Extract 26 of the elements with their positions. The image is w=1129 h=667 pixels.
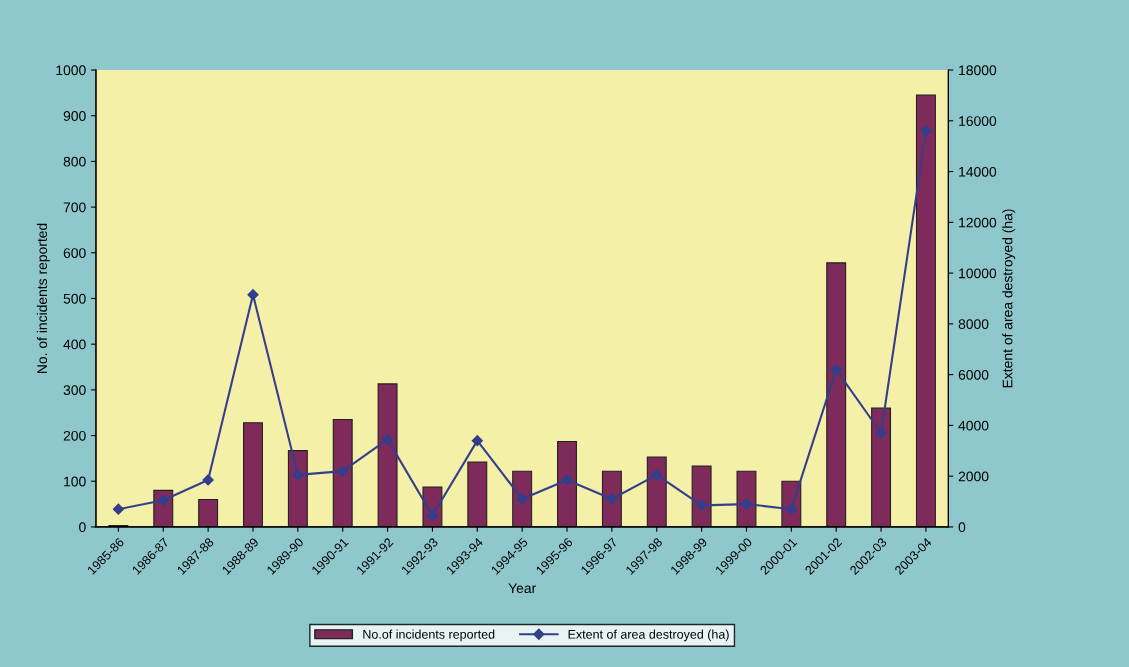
y-axis-title: No. of incidents reported [36,223,50,373]
y2-tick-label: 8000 [958,319,989,330]
legend-label: Extent of area destroyed (ha) [568,629,729,642]
y-tick-label: 900 [63,111,86,121]
y-tick-label: 100 [64,476,86,487]
y-tick-label: 200 [63,430,86,441]
y-tick-label: 800 [63,156,86,167]
y2-tick-label: 14000 [959,166,997,177]
y2-tick-label: 2000 [958,471,989,482]
y2-tick-label: 18000 [959,65,997,76]
y-tick-label: 600 [63,248,86,258]
y-tick-label: 0 [79,522,86,533]
y-tick-label: 500 [63,293,86,304]
legend-label: No.of incidents reported [363,629,495,642]
y2-tick-label: 0 [958,522,966,533]
y-tick-label: 1000 [56,65,86,76]
x-axis-title: Year [508,583,536,594]
y-tick-label: 400 [63,339,86,350]
y2-tick-label: 12000 [959,217,997,228]
y2-axis-title: Extent of area destroyed (ha) [1002,209,1016,388]
y2-tick-label: 16000 [959,116,997,126]
y2-tick-label: 6000 [958,369,989,380]
y2-tick-label: 10000 [959,268,997,279]
y2-tick-label: 4000 [958,420,989,431]
y-tick-label: 300 [63,385,86,396]
y-tick-label: 700 [63,202,86,213]
